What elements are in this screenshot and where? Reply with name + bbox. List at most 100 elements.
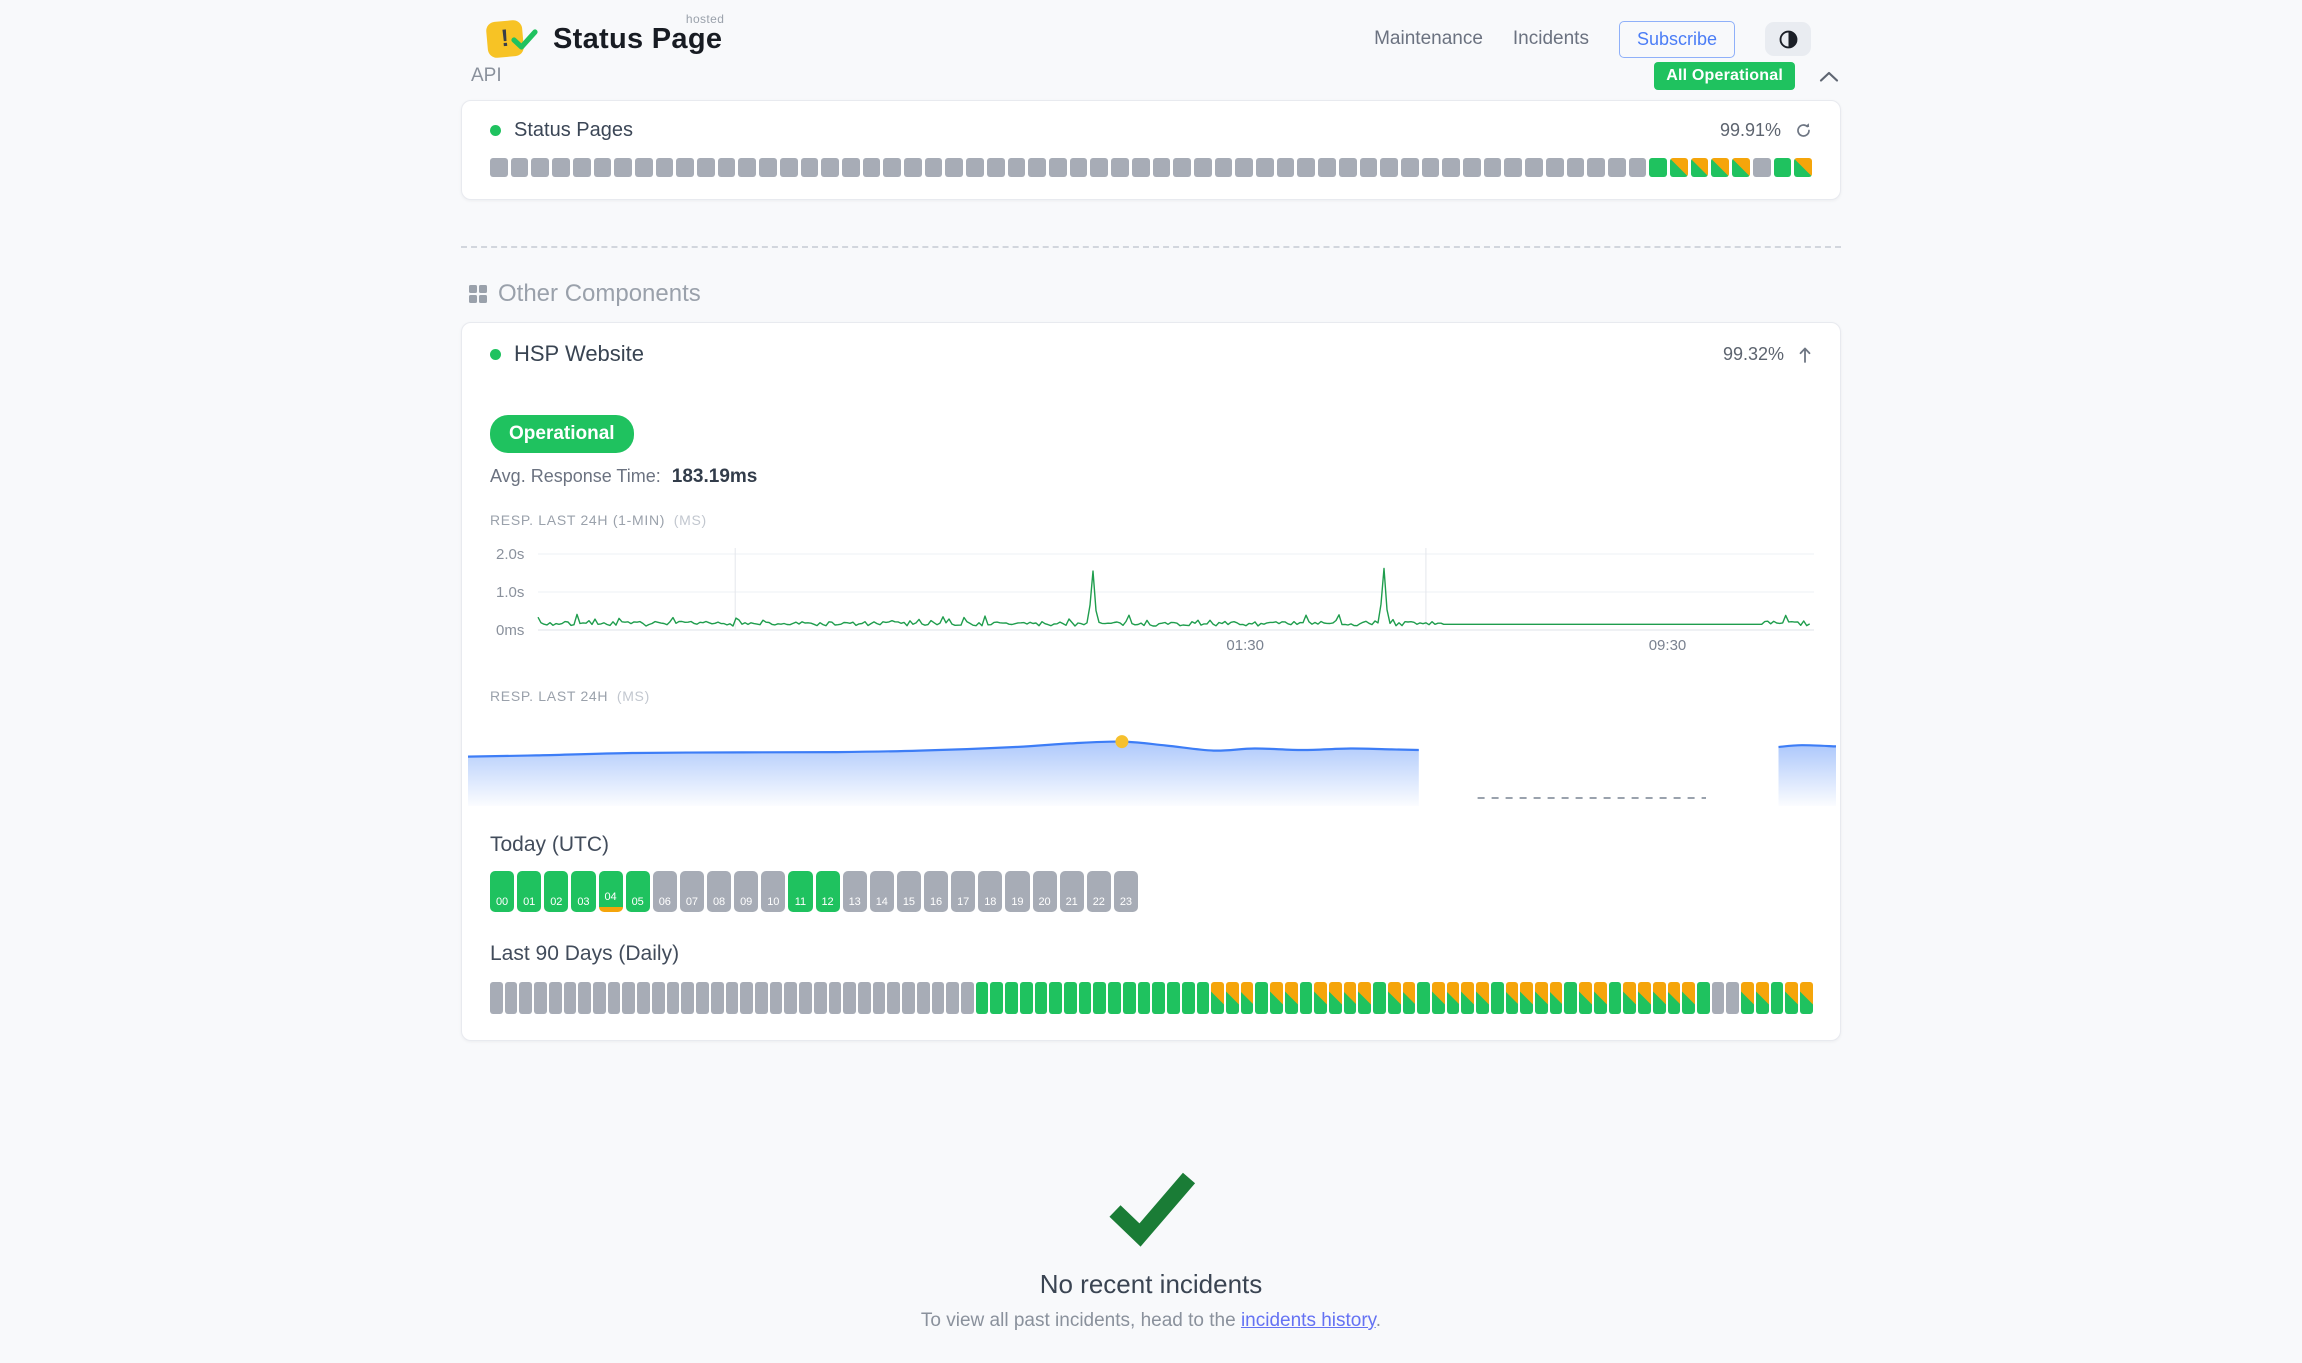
uptime-bar (1214, 158, 1233, 177)
daily-bar (1167, 982, 1180, 1014)
uptime-bar (614, 158, 632, 177)
arrow-up-icon[interactable] (1798, 346, 1812, 363)
daily-bar (593, 982, 606, 1014)
api-section-header: API All Operational (461, 60, 1841, 100)
svg-text:09:30: 09:30 (1649, 637, 1687, 654)
daily-bar (1608, 982, 1622, 1014)
uptime-bar (1545, 158, 1564, 177)
no-incidents-section: No recent incidents To view all past inc… (461, 1169, 1841, 1332)
refresh-icon[interactable] (1795, 122, 1812, 139)
uptime-bar (717, 158, 736, 177)
daily-bar (710, 982, 724, 1014)
resp-24h-label: RESP. LAST 24H (MS) (490, 688, 1812, 704)
chevron-up-icon[interactable] (1819, 70, 1839, 83)
top-nav: Maintenance Incidents Subscribe (1374, 20, 1811, 58)
hour-block: 03 (571, 871, 596, 912)
uptime-bar (572, 158, 591, 177)
uptime-bar (1732, 158, 1750, 177)
uptime-bar (1628, 158, 1647, 177)
uptime-bar (1048, 158, 1067, 177)
nav-maintenance[interactable]: Maintenance (1374, 28, 1483, 49)
daily-bar (1314, 982, 1327, 1014)
daily-bar (504, 982, 518, 1014)
top-bar: ! Status Page hosted Maintenance Inciden… (461, 12, 1841, 60)
daily-bar (1799, 982, 1813, 1014)
daily-bar (872, 982, 886, 1014)
all-operational-badge: All Operational (1654, 62, 1795, 90)
daily-bar (813, 982, 827, 1014)
daily-bar (1741, 982, 1754, 1014)
hour-block: 11 (788, 871, 813, 912)
hour-block: 10 (761, 871, 786, 912)
uptime-bar (1690, 158, 1709, 177)
operational-status-pill: Operational (490, 415, 634, 453)
status-dot (490, 125, 501, 136)
uptime-bar (1007, 158, 1026, 177)
daily-bar (1432, 982, 1445, 1014)
response-area-series (1778, 744, 1836, 749)
today-utc-title: Today (UTC) (490, 833, 610, 856)
subscribe-button[interactable]: Subscribe (1618, 20, 1735, 58)
resp-area-chart (468, 735, 1836, 806)
api-section-title: API (471, 65, 502, 86)
daily-bar (828, 982, 842, 1014)
daily-bar (1579, 982, 1592, 1014)
daily-bar (1373, 982, 1386, 1014)
uptime-bar (1504, 158, 1523, 177)
daily-bar (1461, 982, 1475, 1014)
daily-bar (754, 982, 768, 1014)
daily-bar (1726, 982, 1740, 1014)
daily-bar (725, 982, 739, 1014)
daily-bar (1476, 982, 1489, 1014)
uptime-bar (1752, 158, 1771, 177)
api-uptime-bars (490, 158, 1812, 177)
uptime-bar (1773, 158, 1792, 177)
daily-bar (1270, 982, 1283, 1014)
daily-bar (1682, 982, 1695, 1014)
hour-block: 16 (924, 871, 949, 912)
uptime-bar (841, 158, 860, 177)
response-line-series (537, 567, 1811, 627)
uptime-bar (1276, 158, 1295, 177)
daily-bar (1490, 982, 1504, 1014)
uptime-bar (986, 158, 1005, 177)
daily-bar (1623, 982, 1637, 1014)
uptime-bar (1297, 158, 1316, 177)
daily-bar (622, 982, 636, 1014)
daily-bar (534, 982, 547, 1014)
daily-bar (1446, 982, 1460, 1014)
daily-bar (1019, 982, 1033, 1014)
daily-bar (1785, 982, 1798, 1014)
daily-bar (1122, 982, 1136, 1014)
theme-toggle-button[interactable] (1765, 22, 1811, 56)
daily-bar (1225, 982, 1239, 1014)
hsp-website-card: HSP Website 99.32% Operational Avg. Resp… (461, 322, 1841, 1041)
component-name: Status Pages (514, 119, 633, 141)
component-name: HSP Website (514, 341, 645, 366)
daily-bar (1108, 982, 1121, 1014)
uptime-bar (1318, 158, 1336, 177)
daily-bar (843, 982, 856, 1014)
uptime-bar (759, 158, 777, 177)
daily-bar (961, 982, 974, 1014)
daily-bar (681, 982, 695, 1014)
uptime-bar (1649, 158, 1668, 177)
uptime-bar (1111, 158, 1129, 177)
uptime-bar (966, 158, 984, 177)
brand-logo: ! (485, 18, 539, 60)
no-incidents-title: No recent incidents (1039, 1269, 1263, 1299)
daily-bar (887, 982, 901, 1014)
hour-block: 08 (707, 871, 732, 912)
daily-bar (548, 982, 562, 1014)
daily-bar (1387, 982, 1401, 1014)
daily-bar (799, 982, 812, 1014)
hour-block: 13 (842, 871, 867, 912)
chart1-unit: (MS) (673, 512, 707, 528)
daily-bar (990, 982, 1004, 1014)
nav-incidents[interactable]: Incidents (1512, 28, 1589, 49)
svg-text:0ms: 0ms (496, 622, 524, 639)
brand: ! Status Page hosted (485, 12, 724, 60)
status-pages-row: Status Pages 99.91% (490, 119, 1812, 142)
incidents-history-link[interactable]: incidents history (1240, 1310, 1376, 1331)
daily-bar (769, 982, 783, 1014)
